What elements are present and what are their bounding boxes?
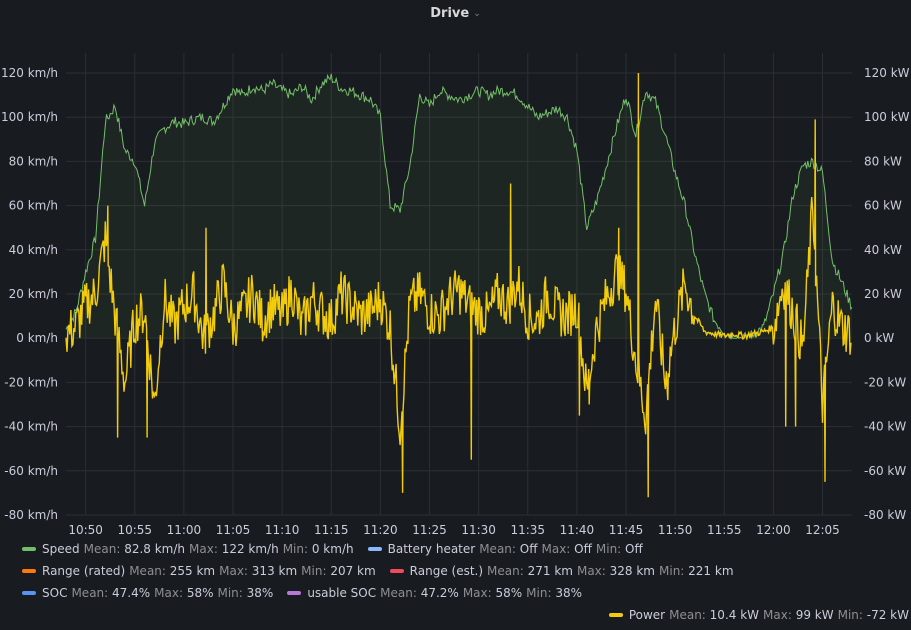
legend-swatch-icon [367,546,382,551]
legend-series-name: Battery heater [387,542,476,556]
y-right-tick-label: -20 kW [864,375,906,389]
legend-item-speed[interactable]: Speed Mean: 82.8 km/h Max: 122 km/h Min: 0 … [22,542,354,556]
legend-stat: Min: 38% [526,586,582,600]
y-right-tick-label: 120 kW [864,66,910,80]
legend-stat: Mean: 47.4% [71,586,151,600]
legend-stat: Max: Off [541,542,592,556]
y-right-tick-label: 0 kW [864,331,894,345]
legend-swatch-icon [608,612,623,617]
legend-series-name: SOC [42,586,68,600]
legend-swatch-icon [287,590,302,595]
power-series-line [65,72,852,498]
legend-swatch-icon [22,590,36,595]
legend-swatch-icon [22,546,36,551]
x-tick-label: 11:05 [216,523,251,537]
legend-series-name: usable SOC [307,586,377,600]
y-right-tick-label: -80 kW [864,508,906,522]
legend-stat: Min: 0 km/h [282,542,354,556]
x-tick-label: 11:30 [461,523,496,537]
y-right-tick-label: 60 kW [864,199,902,213]
y-right-tick-label: -40 kW [864,420,906,434]
x-tick-label: 11:10 [265,523,300,537]
y-left-tick-label: 120 km/h [1,66,58,80]
legend-stat: Max: 58% [154,586,214,600]
legend-stat: Mean: 82.8 km/h [83,542,186,556]
legend-stat: Max: 58% [462,586,523,600]
panel-title-menu[interactable]: Drive ⌄ [430,6,481,21]
panel-header: Drive ⌄ [0,0,911,26]
legend-item-usable-soc[interactable]: usable SOC Mean: 47.2% Max: 58% Min: 38% [287,586,582,600]
legend-swatch-icon [389,568,404,573]
drive-chart[interactable]: 120 km/h 100 km/h 80 km/h 60 km/h 40 km/h 20 … [0,0,911,538]
y-left-tick-label: 100 km/h [1,110,58,124]
y-left-tick-label: -80 km/h [4,508,58,522]
legend-stat: Min: 221 km [659,564,734,578]
x-tick-label: 12:05 [805,523,840,537]
x-tick-label: 11:45 [609,523,644,537]
legend-stat: Mean: 10.4 kW [669,608,760,622]
legend-stat: Mean: Off [479,542,538,556]
y-right-tick-label: -60 kW [864,464,906,478]
x-tick-label: 12:00 [756,523,791,537]
legend-stat: Min: 38% [217,586,274,600]
legend-item-battery-heater[interactable]: Battery heater Mean: Off Max: Off Min: Off [367,542,643,556]
chevron-down-icon: ⌄ [473,8,481,19]
y-right-tick-label: 80 kW [864,154,902,168]
legend-item-range-est[interactable]: Range (est.) Mean: 271 km Max: 328 km Min: … [389,564,734,578]
x-tick-label: 10:50 [68,523,103,537]
y-left-tick-label: -60 km/h [4,464,58,478]
x-tick-label: 11:00 [167,523,202,537]
legend-row: Speed Mean: 82.8 km/h Max: 122 km/h Min: 0 … [22,542,657,556]
legend-stat: Mean: 47.2% [380,586,459,600]
legend-item-range-rated[interactable]: Range (rated) Mean: 255 km Max: 313 km Min:… [22,564,376,578]
legend-stat: Mean: 271 km [487,564,573,578]
legend-item-power[interactable]: Power Mean: 10.4 kW Max: 99 kW Min: -72 kW [608,608,909,622]
y-right-tick-label: 20 kW [864,287,902,301]
y-left-tick-label: 20 km/h [9,287,58,301]
x-tick-label: 11:25 [412,523,447,537]
x-tick-label: 10:55 [117,523,152,537]
x-tick-label: 11:35 [510,523,545,537]
x-tick-label: 11:40 [560,523,595,537]
y-right-tick-label: 100 kW [864,110,910,124]
x-tick-label: 11:20 [363,523,398,537]
x-tick-label: 11:50 [658,523,693,537]
y-left-tick-label: 60 km/h [9,199,58,213]
legend-stat: Min: -72 kW [837,608,909,622]
legend-item-soc[interactable]: SOC Mean: 47.4% Max: 58% Min: 38% [22,586,273,600]
legend-swatch-icon [22,568,36,573]
legend-series-name: Range (est.) [409,564,484,578]
x-tick-label: 11:55 [707,523,742,537]
legend-stat: Min: 207 km [301,564,376,578]
legend-stat: Min: Off [595,542,643,556]
legend-stat: Mean: 255 km [129,564,216,578]
legend-row-right: Power Mean: 10.4 kW Max: 99 kW Min: -72 kW [608,608,909,622]
legend-series-name: Power [628,608,666,622]
y-left-tick-label: -20 km/h [4,375,58,389]
legend-row: SOC Mean: 47.4% Max: 58% Min: 38% usable SOC… [22,586,596,600]
legend-series-name: Speed [42,542,80,556]
speed-series-line [65,73,853,340]
legend-stat: Max: 313 km [219,564,298,578]
legend-row: Range (rated) Mean: 255 km Max: 313 km Min:… [22,564,748,578]
x-tick-label: 11:15 [314,523,349,537]
y-left-tick-label: 40 km/h [9,243,58,257]
y-left-tick-label: -40 km/h [4,420,58,434]
legend-stat: Max: 328 km [576,564,655,578]
y-right-tick-label: 40 kW [864,243,902,257]
speed-series-area [66,73,852,339]
legend-stat: Max: 122 km/h [189,542,279,556]
y-left-tick-label: 80 km/h [9,154,58,168]
legend-stat: Max: 99 kW [763,608,834,622]
legend-series-name: Range (rated) [42,564,126,578]
panel-title: Drive [430,6,470,21]
y-left-tick-label: 0 km/h [16,331,58,345]
